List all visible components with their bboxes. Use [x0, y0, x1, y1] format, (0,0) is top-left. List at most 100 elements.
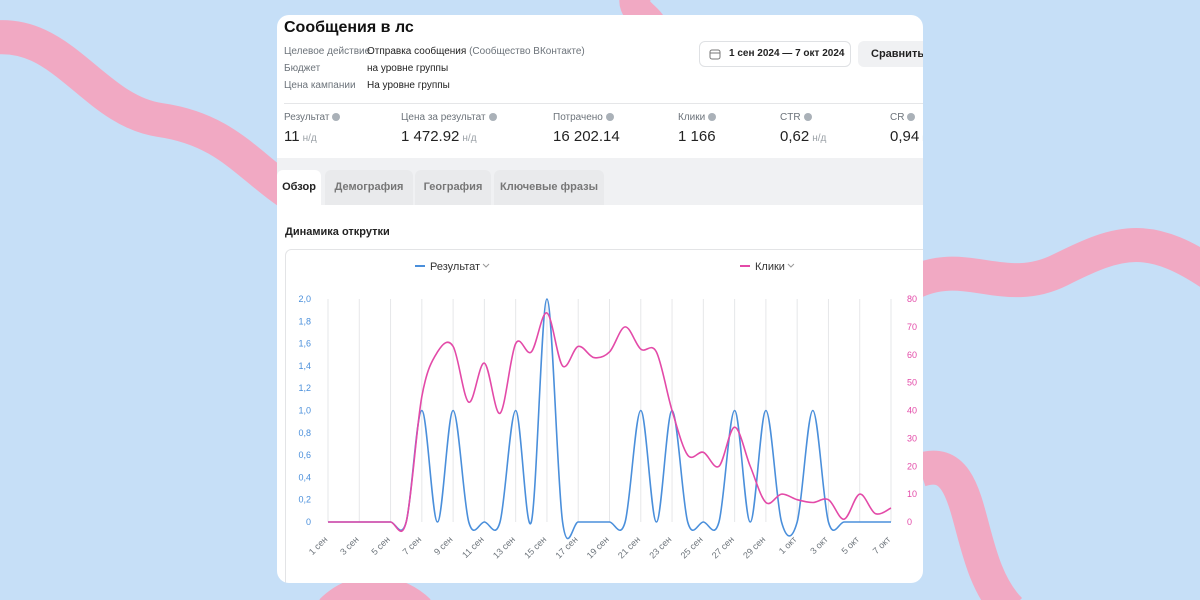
metric-label-text: Цена за результат: [401, 112, 486, 123]
x-tick-label: 15 сен: [522, 534, 548, 560]
x-tick-label: 29 сен: [741, 534, 767, 560]
help-icon: [332, 113, 341, 122]
tab[interactable]: География: [415, 170, 491, 205]
x-tick-label: 19 сен: [585, 534, 611, 560]
title: Сообщения в лс: [284, 19, 414, 36]
metric-value-text: 0,62: [780, 128, 810, 145]
y-tick-label: 1,2: [298, 383, 311, 393]
chart: 1 сен 3 сен 5 сен 7 сен 9 сен 11 сен 13 сен 15 …: [285, 249, 923, 583]
chart-frame: [285, 249, 923, 583]
metric-value: 11 н/д: [284, 128, 317, 145]
x-tick-label: 5 окт: [839, 534, 861, 556]
legend-chevron: [787, 263, 795, 268]
date-range: 1 сен 2024 — 7 окт 2024: [729, 48, 845, 59]
y-tick-label: 1,4: [298, 361, 311, 371]
y-tick-label: 0: [306, 517, 311, 527]
x-tick-label: 11 сен: [460, 534, 486, 560]
legend-label[interactable]: Результат: [430, 261, 480, 273]
x-tick-label: 7 окт: [871, 534, 893, 556]
metric-value: 0,94н/д: [890, 128, 923, 145]
calendar-icon: [709, 49, 721, 60]
metric-suffix: н/д: [812, 133, 827, 144]
x-tick-label: 21 сен: [616, 534, 642, 560]
y2-tick-label: 0: [907, 517, 912, 527]
y-tick-label: 0,6: [298, 450, 311, 460]
divider: [284, 103, 923, 104]
help-icon: [907, 113, 916, 122]
metric-value: 1 472.92 н/д: [401, 128, 477, 145]
x-tick-label: 1 окт: [777, 534, 799, 556]
metric-suffix: н/д: [302, 133, 317, 144]
metric-value-text: 0,94: [890, 128, 920, 145]
detail-label: Цена кампании: [284, 80, 356, 91]
metric-suffix: н/д: [462, 133, 477, 144]
metric-label-text: Клики: [678, 112, 706, 123]
metric-label: Клики: [678, 112, 717, 123]
detail-label: Целевое действие: [284, 46, 371, 57]
detail-label: Бюджет: [284, 63, 321, 74]
metric-label-text: Потрачено: [553, 112, 603, 123]
y-tick-label: 2,0: [298, 294, 311, 304]
y-tick-label: 0,8: [298, 428, 311, 438]
metric-suffix: н/д: [922, 133, 923, 144]
metric-label-text: CTR: [780, 112, 801, 123]
date-picker[interactable]: 1 сен 2024 — 7 окт 2024: [699, 41, 851, 67]
help-icon: [708, 113, 717, 122]
detail-value: Отправка сообщения (Сообщество ВКонтакте…: [367, 46, 585, 57]
detail-note: (Сообщество ВКонтакте): [469, 46, 585, 57]
x-tick-label: 27 сен: [710, 534, 736, 560]
x-tick-label: 25 сен: [679, 534, 705, 560]
y-tick-label: 1,8: [298, 316, 311, 326]
tab[interactable]: Демография: [325, 170, 413, 205]
x-tick-label: 13 сен: [491, 534, 517, 560]
help-icon: [605, 113, 614, 122]
y2-tick-label: 70: [907, 322, 917, 332]
series-line: [328, 312, 892, 532]
metric-value: 16 202.14: [553, 128, 620, 145]
metric-value-text: 1 166: [678, 128, 716, 145]
metric-label: Цена за результат: [401, 112, 497, 123]
metric-label-text: Результат: [284, 112, 330, 123]
y2-tick-label: 30: [907, 433, 917, 443]
section-title: Динамика открутки: [285, 226, 390, 238]
x-tick-label: 7 сен: [401, 534, 424, 557]
x-tick-label: 23 сен: [647, 534, 673, 560]
campaign-card: Сообщения в лс Целевое действие Отправка…: [277, 15, 923, 583]
legend-label[interactable]: Клики: [755, 261, 785, 273]
metric-label-text: CR: [890, 112, 905, 123]
help-icon: [803, 113, 812, 122]
compare-button[interactable]: Сравнить: [858, 41, 923, 67]
y2-tick-label: 40: [907, 406, 917, 416]
tab[interactable]: Ключевые фразы: [494, 170, 604, 205]
metric-value-text: 16 202.14: [553, 128, 620, 145]
metric-value: 0,62 н/д: [780, 128, 826, 145]
legend-chevron: [482, 263, 490, 268]
help-icon: [488, 113, 497, 122]
x-tick-label: 3 окт: [808, 534, 830, 556]
y2-tick-label: 60: [907, 350, 917, 360]
x-tick-label: 5 сен: [369, 534, 392, 557]
y-tick-label: 0,2: [298, 495, 311, 505]
metric-label: Потрачено: [553, 112, 614, 123]
metric-value-text: 1 472.92: [401, 128, 460, 145]
y2-tick-label: 80: [907, 294, 917, 304]
detail-value-text: Отправка сообщения: [367, 46, 467, 57]
y2-tick-label: 20: [907, 461, 917, 471]
x-tick-label: 9 сен: [432, 534, 455, 557]
y-tick-label: 0,4: [298, 472, 311, 482]
metric-label: CTR: [780, 112, 812, 123]
series-line: [328, 298, 891, 540]
y-tick-label: 1,6: [298, 339, 311, 349]
x-tick-label: 3 сен: [338, 534, 361, 557]
metric-label: CR: [890, 112, 916, 123]
detail-value: на уровне группы: [367, 63, 449, 74]
detail-value: На уровне группы: [367, 80, 450, 91]
metric-label: Результат: [284, 112, 341, 123]
metric-value: 1 166: [678, 128, 716, 145]
x-tick-label: 1 сен: [307, 534, 330, 557]
tab[interactable]: Обзор: [277, 170, 321, 205]
y2-tick-label: 10: [907, 489, 917, 499]
metric-value-text: 11: [284, 128, 300, 145]
